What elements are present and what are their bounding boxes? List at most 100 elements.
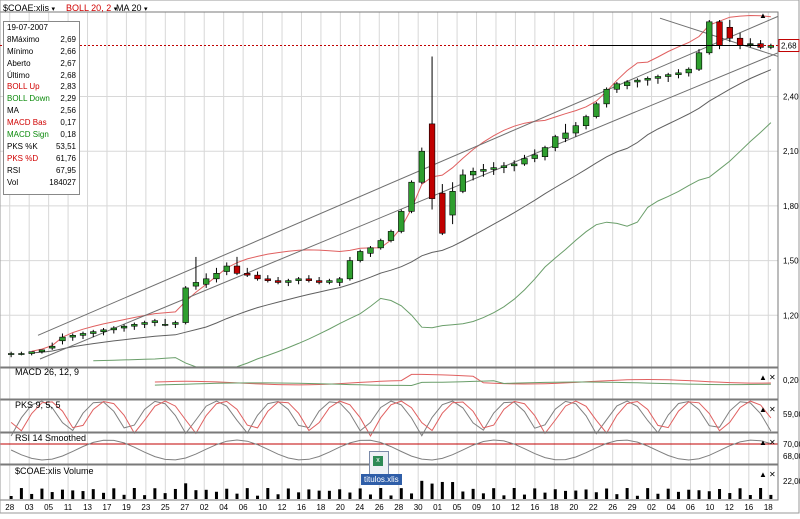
volume-bar xyxy=(19,488,23,499)
candle-body xyxy=(736,37,744,46)
volume-bar xyxy=(153,488,157,499)
candle-body xyxy=(572,125,579,134)
x-tick-label: 05 xyxy=(453,503,462,512)
boll-label[interactable]: BOLL 20, 2 ▾ xyxy=(66,3,118,13)
candle-body xyxy=(141,322,148,325)
symbol-label[interactable]: $COAE:xlis ▾ xyxy=(3,3,56,13)
volume-bar xyxy=(91,489,95,499)
candle-body xyxy=(552,136,559,148)
volume-bar xyxy=(338,489,342,499)
info-label: BOLL Down xyxy=(7,94,50,104)
x-tick-label: 06 xyxy=(239,503,248,512)
panel-up-icon[interactable]: ▲ xyxy=(759,438,767,447)
panel-close-icon[interactable]: ✕ xyxy=(769,405,776,414)
volume-bar xyxy=(122,494,126,499)
panel-close-icon[interactable]: ✕ xyxy=(769,470,776,479)
candle-body xyxy=(49,345,56,349)
candle-body xyxy=(695,52,703,70)
volume-bar xyxy=(40,488,44,499)
panel-close-icon[interactable]: ✕ xyxy=(769,373,776,382)
panel-up-icon[interactable]: ▲ xyxy=(759,373,767,382)
candle-body xyxy=(233,265,241,274)
x-tick-label: 25 xyxy=(161,503,170,512)
volume-bar xyxy=(512,488,516,499)
candle-body xyxy=(336,278,343,283)
volume-bar xyxy=(502,495,506,499)
volume-bar xyxy=(286,488,290,499)
candle-body xyxy=(295,278,302,281)
volume-bar xyxy=(245,488,249,499)
candle-body xyxy=(8,353,15,355)
candle-body xyxy=(706,21,713,54)
info-row: PKS %K 53,51 xyxy=(4,141,79,153)
candle-body xyxy=(428,123,436,199)
x-tick-label: 16 xyxy=(297,503,306,512)
info-label: 8Máximo xyxy=(7,34,40,44)
candle-body xyxy=(685,68,692,74)
panel-up-icon[interactable]: ▲ xyxy=(759,11,767,20)
file-icon[interactable]: x xyxy=(369,451,389,475)
volume-panel-title: $COAE:xlis Volume xyxy=(15,466,94,476)
volume-bar xyxy=(440,481,444,499)
info-row: BOLL Down 2,29 xyxy=(4,93,79,105)
info-label: Vol xyxy=(7,177,19,187)
volume-bar xyxy=(646,488,650,499)
volume-bar xyxy=(266,488,270,499)
volume-bar xyxy=(50,492,54,499)
x-tick-label: 18 xyxy=(316,503,325,512)
volume-bar xyxy=(81,491,85,499)
volume-bar xyxy=(461,491,465,499)
info-value: 2,56 xyxy=(60,106,76,116)
candle-body xyxy=(654,76,662,79)
info-label: 19-07-2007 xyxy=(7,23,48,32)
x-tick-label: 10 xyxy=(492,503,501,512)
volume-bar xyxy=(533,488,537,499)
volume-bar xyxy=(184,483,188,499)
volume-bar xyxy=(348,492,352,499)
x-tick-label: 28 xyxy=(5,503,14,512)
volume-bar xyxy=(214,491,218,499)
y-tick-label: 1,50 xyxy=(783,257,799,266)
panel-up-icon[interactable]: ▲ xyxy=(759,405,767,414)
volume-bar xyxy=(635,495,639,499)
volume-y-tick: 22,00 xyxy=(783,477,800,486)
info-value: 2,67 xyxy=(60,58,76,68)
candle-body xyxy=(79,333,87,336)
candle-body xyxy=(470,170,477,176)
candle-body xyxy=(490,167,497,170)
info-label: BOLL Up xyxy=(7,82,40,92)
candle-body xyxy=(131,324,138,327)
macd-signal-line xyxy=(154,380,771,387)
ma-label[interactable]: MA 20 ▾ xyxy=(116,3,148,13)
info-row: BOLL Up 2,83 xyxy=(4,81,79,93)
volume-bar xyxy=(60,489,64,499)
candle-body xyxy=(398,211,405,232)
info-row: PKS %D 61,76 xyxy=(4,153,79,165)
candle-body xyxy=(449,191,456,216)
candle-body xyxy=(172,322,179,325)
volume-bar xyxy=(697,490,701,499)
dropdown-icon[interactable]: ▾ xyxy=(144,6,148,13)
rsi-y-tick: 68,00 xyxy=(783,452,800,461)
dropdown-icon[interactable]: ▾ xyxy=(51,6,56,13)
info-value: 0,17 xyxy=(60,118,76,128)
candle-body xyxy=(182,287,189,323)
dropdown-icon[interactable]: ▾ xyxy=(113,6,118,13)
info-value: 2,66 xyxy=(60,46,76,56)
file-label[interactable]: titulos.xlis xyxy=(361,474,402,485)
x-tick-label: 16 xyxy=(530,503,539,512)
candle-body xyxy=(223,265,230,272)
candle-body xyxy=(69,335,76,338)
candle-body xyxy=(244,273,251,276)
panel-up-icon[interactable]: ▲ xyxy=(759,470,767,479)
x-tick-label: 18 xyxy=(764,503,773,512)
panel-border xyxy=(0,432,779,465)
volume-bar xyxy=(225,488,229,499)
indicator-panels xyxy=(0,373,778,499)
panel-close-icon[interactable]: ✕ xyxy=(769,438,776,447)
volume-bar xyxy=(451,482,455,499)
volume-bar xyxy=(204,489,208,499)
info-value: 53,51 xyxy=(55,141,76,151)
